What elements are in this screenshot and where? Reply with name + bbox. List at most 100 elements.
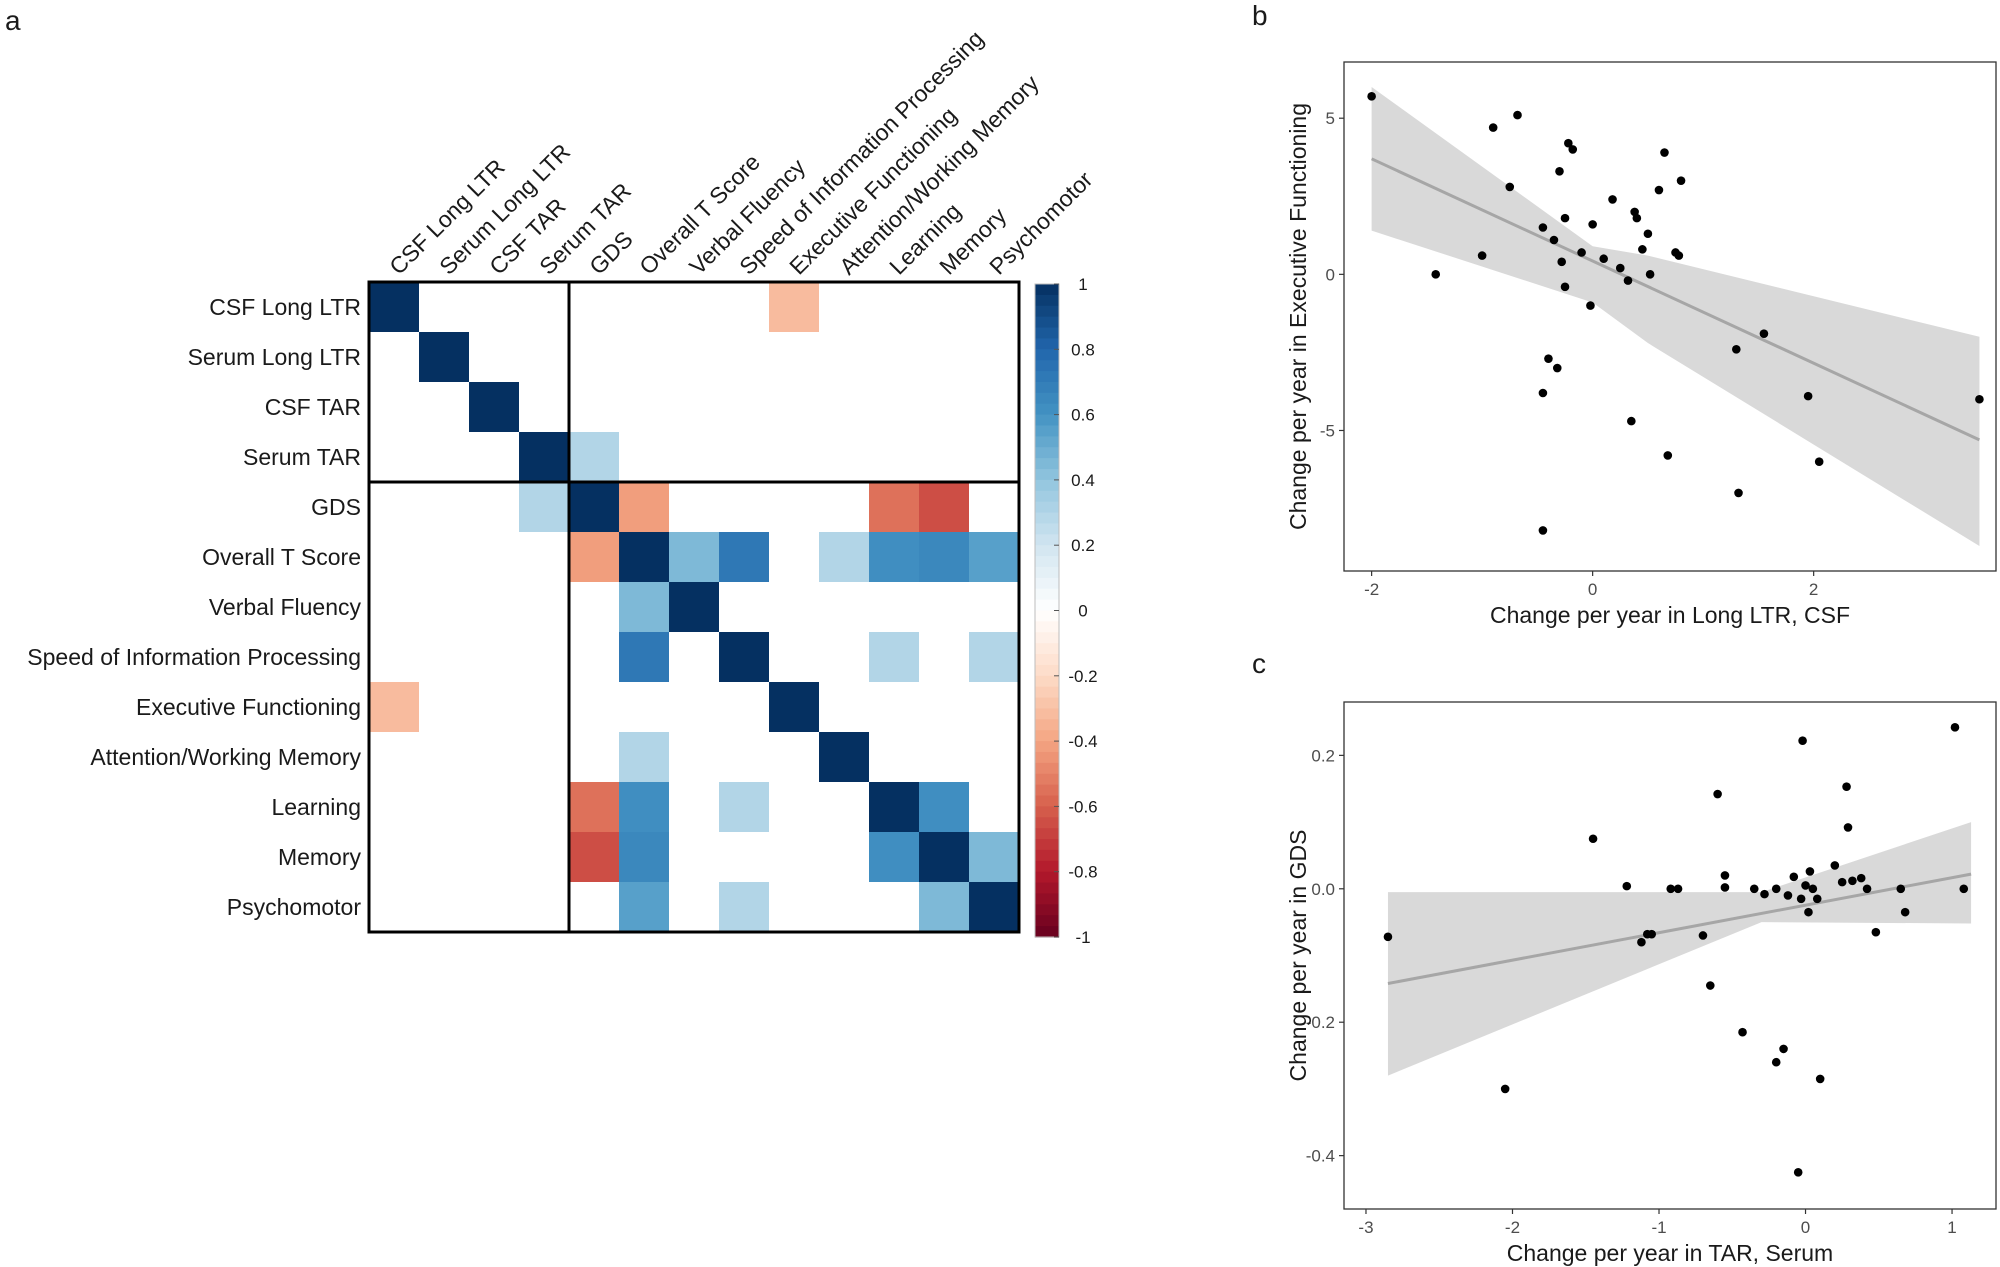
colorbar-segment xyxy=(1035,447,1059,459)
panel-c-x-tick-label: 1 xyxy=(1947,1218,1956,1237)
panel-b-data-point xyxy=(1560,282,1570,292)
colorbar-segment xyxy=(1035,871,1059,884)
heatmap-cell-csf-long-ltr-x-executive-functioning xyxy=(769,282,819,332)
panel-c-data-point xyxy=(1805,867,1815,876)
row-label-learning: Learning xyxy=(271,794,361,820)
colorbar-segment xyxy=(1035,599,1059,612)
row-label-executive-functioning: Executive Functioning xyxy=(136,694,361,720)
heatmap-cell-gds-x-serum-tar xyxy=(519,482,569,532)
panel-b-data-point xyxy=(1623,276,1633,285)
colorbar-segment xyxy=(1035,632,1059,644)
panel-b-data-point xyxy=(1632,213,1642,223)
panel-c-data-point xyxy=(1896,884,1906,894)
panel-c-data-point xyxy=(1848,876,1857,886)
panel-c-data-point xyxy=(1622,881,1632,891)
heatmap-cell-overall-t-score-x-speed-of-information-processing xyxy=(719,532,769,582)
heatmap-cell-verbal-fluency-x-overall-t-score xyxy=(619,582,669,632)
panel-c-data-point xyxy=(1804,907,1813,917)
panel-b-x-tick-label: -2 xyxy=(1364,580,1379,599)
panel-b-data-point xyxy=(1654,185,1664,195)
correlation-heatmap: CSF Long LTR Serum Long LTR CSF TAR Serum T… xyxy=(27,25,1098,934)
colorbar-segment xyxy=(1035,284,1059,296)
heatmap-cell-speed-of-information-processing-x-psychomotor xyxy=(969,632,1019,682)
heatmap-cell-memory-x-gds xyxy=(569,832,619,882)
colorbar-segment xyxy=(1035,806,1059,818)
colorbar-segment xyxy=(1035,893,1059,905)
colorbar-segment xyxy=(1035,577,1059,590)
colorbar-segment xyxy=(1035,392,1059,405)
panel-b-data-point xyxy=(1759,329,1769,338)
row-label-speed-of-information-processing: Speed of Information Processing xyxy=(27,644,361,670)
colorbar-tick-label: 1 xyxy=(1078,275,1087,294)
colorbar-tick-label: -0.8 xyxy=(1068,863,1097,882)
panel-b-data-point xyxy=(1803,391,1813,401)
panel-c-data-point xyxy=(1950,723,1960,732)
panel-c-x-tick-label: -1 xyxy=(1651,1218,1666,1237)
colorbar-segment xyxy=(1035,730,1059,742)
panel-c-data-point xyxy=(1383,932,1393,942)
colorbar-tick-label: -1 xyxy=(1075,928,1090,947)
panel-c-data-point xyxy=(1843,823,1853,832)
colorbar-segment xyxy=(1035,534,1059,546)
colorbar-segment xyxy=(1035,523,1059,535)
heatmap-cell-executive-functioning-x-executive-functioning xyxy=(769,682,819,732)
row-label-verbal-fluency: Verbal Fluency xyxy=(209,594,362,620)
row-label-csf-tar: CSF TAR xyxy=(265,394,361,420)
panel-c-data-point xyxy=(1647,929,1656,939)
panel-c-data-point xyxy=(1720,883,1730,892)
panel-c-y-axis-title: Change per year in GDS xyxy=(1285,830,1311,1082)
heatmap-cell-speed-of-information-processing-x-overall-t-score xyxy=(619,632,669,682)
panel-c-data-point xyxy=(1830,861,1840,870)
colorbar-segment xyxy=(1035,294,1059,307)
panel-c-data-point xyxy=(1771,1057,1781,1067)
panel-c-data-point xyxy=(1705,981,1715,990)
panel-c-data-point xyxy=(1779,1044,1788,1054)
panel-c-x-tick-label: 0 xyxy=(1801,1218,1810,1237)
heatmap-cell-learning-x-learning xyxy=(869,782,919,832)
panel-b-data-point xyxy=(1608,195,1617,204)
panel-c-data-point xyxy=(1749,884,1759,894)
panel-c-data-point xyxy=(1666,884,1676,894)
panel-b-data-point xyxy=(1586,301,1595,310)
panel-c-data-point xyxy=(1796,894,1806,904)
panel-b-data-point xyxy=(1477,251,1487,260)
panel-b-data-point xyxy=(1538,223,1548,232)
panel-c-data-point xyxy=(1771,884,1781,894)
panel-c-regression-line xyxy=(1387,872,1972,985)
heatmap-cell-overall-t-score-x-attention-working-memory xyxy=(819,532,869,582)
panel-b-confidence-band xyxy=(1371,86,1980,547)
panel-b-data-point xyxy=(1549,235,1559,245)
colorbar-tick-label: 0.4 xyxy=(1071,471,1095,490)
heatmap-cell-gds-x-overall-t-score xyxy=(619,482,669,532)
panel-c-data-point xyxy=(1637,937,1646,947)
colorbar-segment xyxy=(1035,501,1059,514)
panel-b-data-point xyxy=(1814,457,1824,467)
colorbar-segment xyxy=(1035,828,1059,840)
panel-c-data-point xyxy=(1837,877,1847,887)
panel-b-data-point xyxy=(1734,488,1743,498)
heatmap-cell-overall-t-score-x-learning xyxy=(869,532,919,582)
panel-c-confidence-band xyxy=(1387,822,1972,1076)
panel-b-y-tick-label: 0 xyxy=(1326,265,1335,284)
colorbar-segment xyxy=(1035,403,1059,416)
colorbar-segment xyxy=(1035,414,1059,427)
colorbar-segment xyxy=(1035,708,1059,720)
panel-b-data-point xyxy=(1615,263,1625,273)
colorbar-segment xyxy=(1035,338,1059,350)
colorbar-segment xyxy=(1035,479,1059,492)
colorbar-segment xyxy=(1035,381,1059,394)
colorbar-segment xyxy=(1035,425,1059,437)
panel-b-data-point xyxy=(1513,110,1522,120)
heatmap-cell-learning-x-memory xyxy=(919,782,969,832)
heatmap-cell-learning-x-speed-of-information-processing xyxy=(719,782,769,832)
heatmap-cell-verbal-fluency-x-verbal-fluency xyxy=(669,582,719,632)
panel-c-data-point xyxy=(1812,894,1822,904)
row-label-memory: Memory xyxy=(278,844,362,870)
colorbar-tick-label: -0.6 xyxy=(1068,797,1097,816)
panel-b-data-point xyxy=(1660,148,1669,157)
scatter-plot-c: -3 -2 -1 0 1 0.2 0.0 -0.2 -0.4 Change per year in… xyxy=(1285,701,1997,1266)
colorbar-segment xyxy=(1035,327,1059,340)
colorbar-segment xyxy=(1035,469,1059,481)
colorbar-segment xyxy=(1035,545,1059,557)
heatmap-cell-overall-t-score-x-verbal-fluency xyxy=(669,532,719,582)
